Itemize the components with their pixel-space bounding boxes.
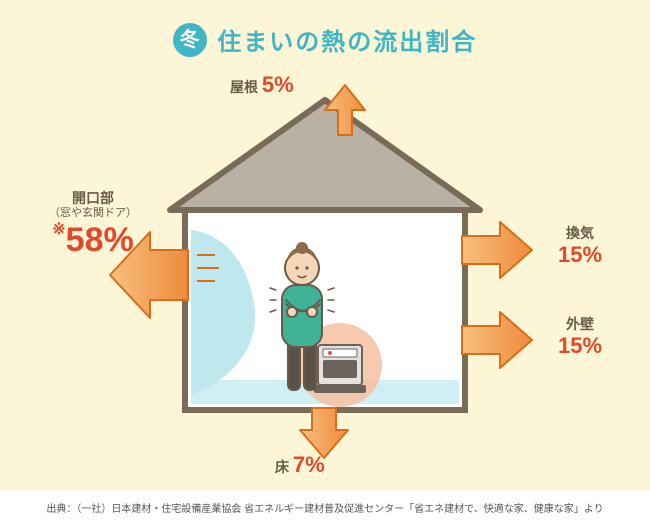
citation: 出典：（一社）日本建材・住宅設備産業協会 省エネルギー建材普及促進センター「省エ…: [0, 500, 650, 515]
label-roof-value: 5%: [262, 72, 294, 97]
label-vent-value: 15%: [540, 242, 620, 268]
label-opening-value: 58%: [66, 221, 134, 259]
label-floor-value: 7%: [293, 452, 325, 477]
arrow-vent: [462, 222, 532, 278]
label-opening-sub: （窓や玄関ドア）: [28, 207, 158, 220]
label-roof: 屋根 5%: [230, 72, 350, 98]
label-floor-name: 床: [275, 459, 289, 475]
arrow-wall: [462, 312, 532, 368]
heater: [314, 345, 366, 393]
label-wall: 外壁 15%: [540, 316, 620, 359]
label-vent: 換気 15%: [540, 225, 620, 268]
label-opening: 開口部 （窓や玄関ドア） ※58%: [28, 190, 158, 261]
infographic-canvas: 冬 住まいの熱の流出割合: [0, 0, 650, 490]
roof: [170, 100, 480, 210]
label-opening-name: 開口部: [28, 190, 158, 207]
label-wall-value: 15%: [540, 333, 620, 359]
label-opening-asterisk: ※: [52, 221, 65, 238]
label-wall-name: 外壁: [540, 316, 620, 333]
label-vent-name: 換気: [540, 225, 620, 242]
label-roof-name: 屋根: [230, 79, 258, 95]
arrow-floor: [300, 408, 348, 458]
label-floor: 床 7%: [275, 452, 395, 478]
